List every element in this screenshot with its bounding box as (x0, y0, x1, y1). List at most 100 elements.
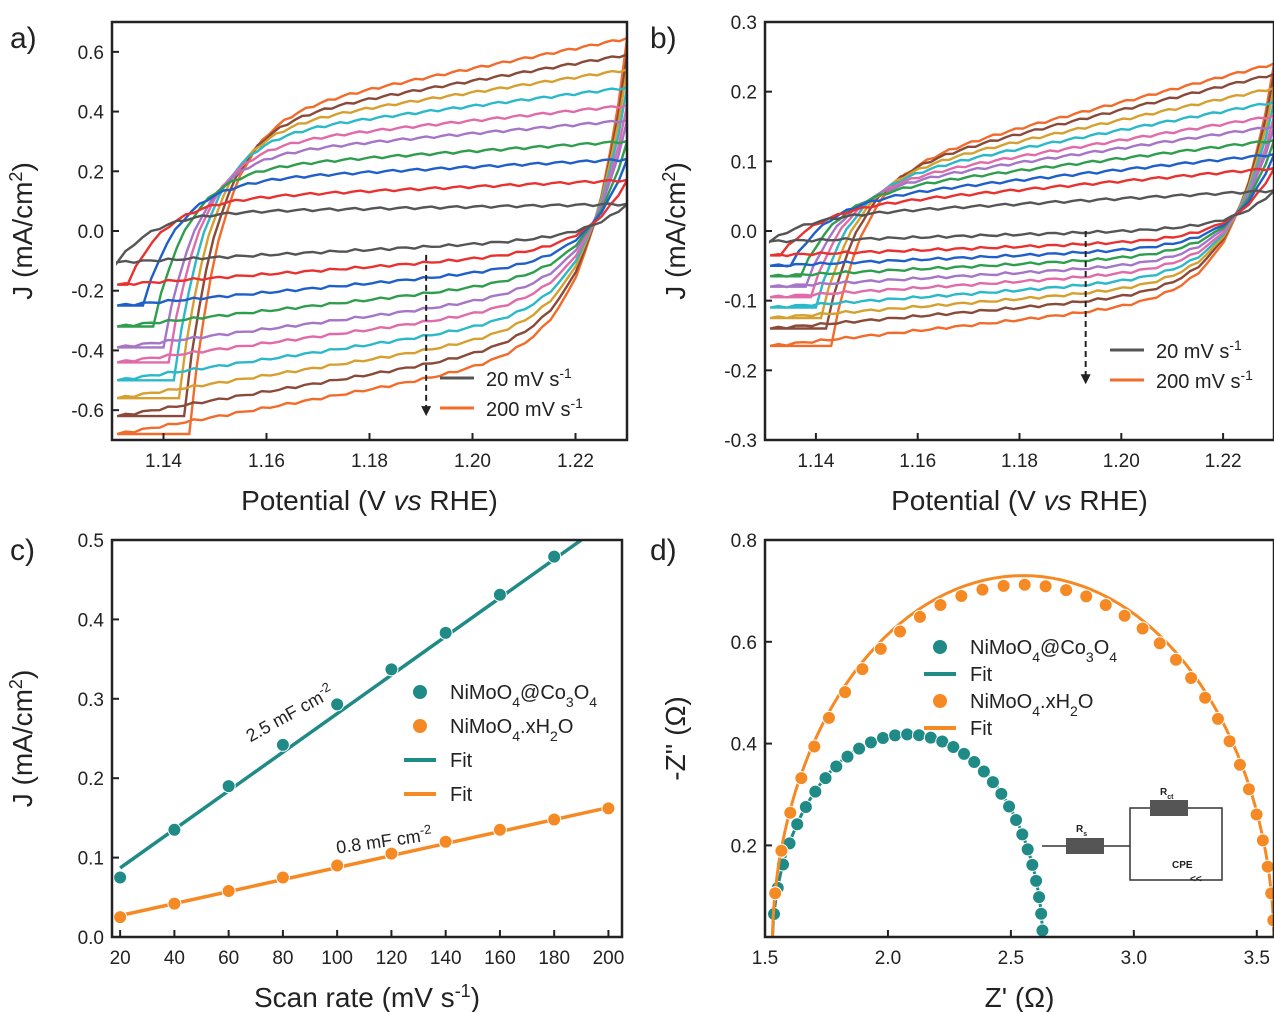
data-point (912, 609, 927, 624)
data-point (893, 624, 908, 639)
data-point (547, 812, 562, 827)
cv-loop-140 (769, 100, 1274, 309)
panel-d: d) 1.5 2.0 2.5 3.0 3.5 0.2 0.4 0.6 0.8 Z' (Ω) -Z'' … (650, 531, 1274, 1012)
rs-label: Rs (1076, 824, 1087, 838)
legend-sub: 4 (512, 694, 520, 710)
slope-label-sup: -2 (419, 821, 433, 837)
data-point (1098, 597, 1113, 612)
data-point (976, 764, 991, 779)
y-tick-label: 0.3 (731, 13, 757, 34)
cv-loop-80 (769, 138, 1274, 278)
plot-area (116, 36, 627, 436)
y-axis-title-part: ) (7, 162, 38, 171)
legend-sub: 4 (589, 694, 597, 710)
y-tick-label: -0.2 (71, 282, 104, 303)
y-axis-title-part: 2 (659, 172, 679, 182)
legend-label-text: 200 mV s (486, 399, 570, 421)
y-tick-label: 0.4 (78, 610, 105, 631)
panel-a: a) 1.14 1.16 1.18 1.20 1.22 -0.6 -0.4 -0.2 0.0 0.2… (6, 20, 629, 516)
x-tick-label: 3.5 (1244, 948, 1270, 969)
data-point (794, 771, 809, 786)
x-axis-title: Z' (Ω) (985, 982, 1055, 1012)
legend-label-text: .xH (1040, 691, 1070, 713)
data-point (438, 625, 453, 640)
y-tick-label: -0.6 (71, 401, 104, 422)
y-tick-label: 0.0 (731, 222, 757, 243)
y-axis-title-part: ) (7, 670, 38, 679)
y-axis-title-part: 2 (6, 172, 26, 182)
data-point (1232, 757, 1247, 772)
y-axis-title-part: ) (660, 162, 691, 171)
data-point (863, 735, 878, 750)
legend-label-text: NiMoO (970, 691, 1032, 713)
data-point (1184, 670, 1199, 685)
data-point (994, 786, 1009, 801)
data-point (808, 784, 823, 799)
plot-frame (763, 538, 1274, 939)
data-point (774, 843, 789, 858)
x-axis-title: Potential (V vs RHE) (241, 485, 498, 516)
x-tick-label: 200 (593, 948, 625, 969)
x-tick-label: 1.18 (1001, 451, 1038, 472)
data-point (840, 749, 855, 764)
data-point (438, 834, 453, 849)
data-point (1168, 652, 1183, 667)
legend-label-text: 20 mV s (1156, 341, 1229, 363)
legend-label-text: 200 mV s (1156, 371, 1240, 393)
legend-label-text: Fit (450, 784, 473, 806)
legend-marker (413, 719, 427, 733)
wire (1129, 807, 1223, 881)
arrow-head (421, 406, 432, 417)
y-tick-label: 0.2 (78, 769, 104, 790)
x-axis-title-part: ) (471, 982, 480, 1012)
cv-loop-160 (769, 86, 1274, 320)
panel-label: c) (10, 534, 35, 567)
data-point (933, 598, 948, 613)
legend-label-text: @Co (1040, 637, 1086, 659)
rct-label-text: R (1160, 787, 1168, 798)
legend-label: NiMoO4@Co3O4 (970, 637, 1117, 665)
plot-frame (763, 20, 1274, 442)
legend-label: Fit (450, 784, 473, 806)
x-tick-label: 1.14 (145, 451, 182, 472)
arrow-head (1080, 374, 1091, 385)
legend-label-text: NiMoO (450, 716, 512, 738)
legend-marker (413, 685, 427, 699)
x-tick-label: 180 (538, 948, 570, 969)
rs-label-sub: s (1083, 831, 1087, 838)
y-tick-label: 0.0 (78, 928, 104, 949)
legend-sub: 3 (566, 694, 574, 710)
data-point (1255, 833, 1270, 848)
y-tick-label: 0.2 (731, 83, 757, 104)
y-axis-title-part: J (mA/cm (7, 689, 38, 807)
legend-label-sup: -1 (1229, 337, 1242, 353)
x-axis-title-part: RHE) (422, 485, 498, 516)
x-axis-title-part: -1 (455, 981, 471, 1001)
x-tick-label: 3.0 (1121, 948, 1147, 969)
x-axis-title-part: Scan rate (mV s (254, 982, 455, 1012)
y-tick-label: 0.1 (731, 152, 757, 173)
y-axis-title-part: J (mA/cm (7, 182, 38, 300)
panel-label: a) (10, 22, 37, 55)
data-point (798, 800, 813, 815)
data-point (783, 805, 798, 820)
x-tick-label: 80 (272, 948, 293, 969)
cv-loop-80 (116, 139, 627, 328)
legend-label-text: Fit (970, 664, 993, 686)
x-axis-title-part: vs (1044, 485, 1072, 516)
cpe-symbol: << (1190, 874, 1202, 885)
data-point (1017, 577, 1032, 592)
data-point (1249, 807, 1264, 822)
data-point (954, 588, 969, 603)
data-point (275, 870, 290, 885)
legend-marker (933, 640, 947, 654)
legend-label-sup: -1 (559, 365, 572, 381)
data-point (838, 685, 853, 700)
panel-label: b) (650, 22, 677, 55)
x-tick-label: 2.5 (998, 948, 1024, 969)
data-point (1029, 873, 1044, 888)
legend-sub: 4 (1032, 703, 1040, 719)
legend-label-sup: -1 (1240, 367, 1253, 383)
data-point (1198, 690, 1213, 705)
x-axis-title: Potential (V vs RHE) (891, 485, 1148, 516)
